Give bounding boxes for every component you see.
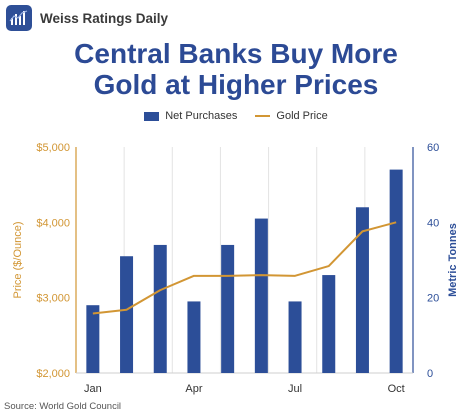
bar-net-purchases (288, 301, 302, 373)
bar-net-purchases (254, 218, 268, 373)
legend-swatch-bar (144, 111, 160, 121)
y-tick-label-right: 60 (427, 142, 439, 154)
y-tick-label-left: $5,000 (36, 142, 70, 154)
y-tick-label-right: 40 (427, 217, 439, 229)
bar-net-purchases (355, 207, 369, 373)
x-tick-label: Apr (185, 383, 202, 395)
legend-label-gold-price: Gold Price (276, 110, 328, 122)
chart-legend: Net Purchases Gold Price (0, 110, 472, 122)
brand-name: Weiss Ratings Daily (40, 10, 169, 26)
page-title: Central Banks Buy More Gold at Higher Pr… (0, 38, 472, 100)
x-tick-label: Jul (288, 383, 302, 395)
bar-net-purchases (86, 305, 100, 373)
legend-label-net-purchases: Net Purchases (165, 110, 238, 122)
y-tick-label-left: $2,000 (36, 368, 70, 380)
y-axis-title-left: Price ($/Ounce) (12, 221, 24, 298)
legend-item-gold-price: Gold Price (255, 110, 328, 122)
bar-net-purchases (221, 244, 235, 373)
y-tick-label-right: 20 (427, 293, 439, 305)
y-tick-label-left: $3,000 (36, 293, 70, 305)
bar-net-purchases (389, 169, 403, 373)
y-axis-title-right: Metric Tonnes (447, 223, 459, 297)
legend-item-net-purchases: Net Purchases (144, 110, 237, 122)
bar-chart-logo-icon (6, 5, 32, 31)
x-tick-label: Jan (84, 383, 102, 395)
title-line-1: Central Banks Buy More (74, 38, 398, 69)
x-tick-label: Oct (388, 383, 405, 395)
title-line-2: Gold at Higher Prices (93, 69, 379, 100)
legend-swatch-line (255, 115, 271, 117)
line-gold-price (92, 221, 397, 315)
source-note: Source: World Gold Council (4, 401, 122, 412)
bar-net-purchases (153, 244, 167, 373)
bar-net-purchases (322, 275, 336, 373)
bar-net-purchases (187, 301, 201, 373)
y-tick-label-left: $4,000 (36, 217, 70, 229)
brand: Weiss Ratings Daily (6, 4, 168, 32)
y-tick-label-right: 0 (427, 368, 433, 380)
bar-net-purchases (120, 256, 134, 373)
